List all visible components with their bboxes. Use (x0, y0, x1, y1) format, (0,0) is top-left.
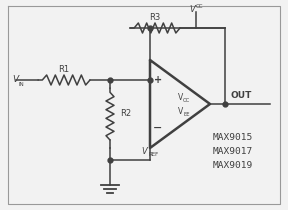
Text: MAX9015: MAX9015 (213, 134, 253, 143)
Text: +: + (154, 75, 162, 85)
Text: OUT: OUT (230, 91, 251, 100)
Text: V: V (12, 76, 18, 84)
Text: V: V (178, 108, 183, 117)
Text: MAX9017: MAX9017 (213, 147, 253, 156)
Text: R2: R2 (120, 109, 131, 118)
Text: MAX9019: MAX9019 (213, 161, 253, 171)
Text: −: − (153, 123, 163, 133)
Text: V: V (141, 147, 147, 156)
Text: EE: EE (183, 112, 190, 117)
Text: CC: CC (183, 97, 190, 102)
Text: V: V (189, 4, 195, 13)
Text: R3: R3 (149, 13, 161, 22)
Text: R1: R1 (58, 64, 70, 74)
Text: REF: REF (148, 152, 158, 158)
Text: V: V (178, 93, 183, 102)
Text: CC: CC (196, 4, 204, 9)
Text: IN: IN (18, 81, 24, 87)
